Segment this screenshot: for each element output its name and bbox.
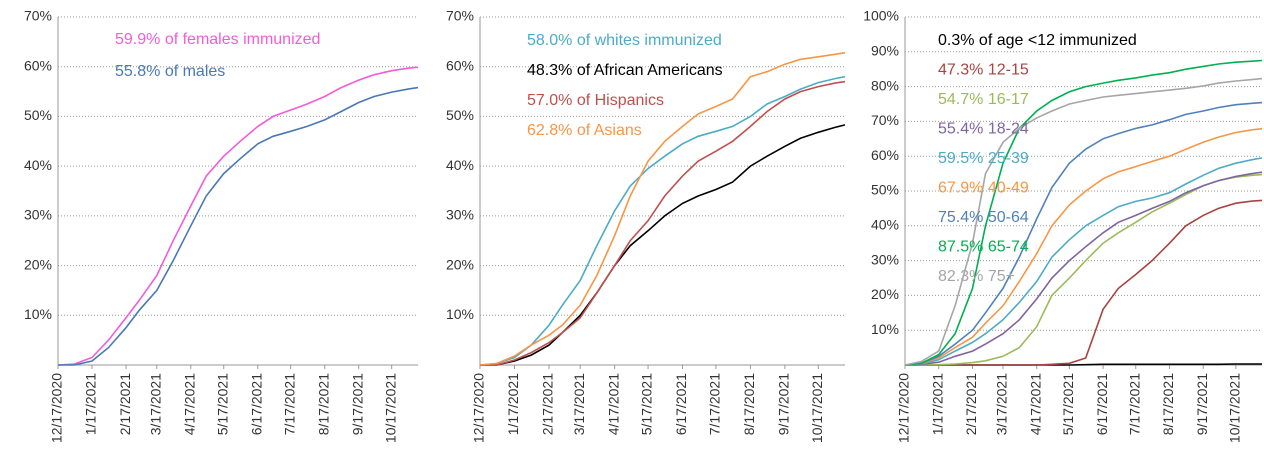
y-tick-label: 50% xyxy=(24,107,52,123)
legend-label: 67.9% 40-49 xyxy=(938,180,1029,197)
y-tick-label: 40% xyxy=(24,157,52,173)
y-tick-label: 70% xyxy=(871,112,899,128)
x-tick-label: 2/17/2021 xyxy=(963,373,979,435)
series-line xyxy=(904,77,1263,366)
x-tick-label: 7/17/2021 xyxy=(281,373,297,435)
x-tick-label: 9/17/2021 xyxy=(349,373,365,435)
x-tick-label: 6/17/2021 xyxy=(673,373,689,435)
y-tick-label: 70% xyxy=(24,8,52,24)
y-tick-label: 20% xyxy=(24,256,52,272)
x-tick-label: 8/17/2021 xyxy=(741,373,757,435)
series-line xyxy=(58,86,419,366)
y-tick-label: 80% xyxy=(871,77,899,93)
y-tick-label: 50% xyxy=(446,107,474,123)
legend-label: 55.8% of males xyxy=(115,63,225,80)
y-tick-label: 10% xyxy=(446,306,474,322)
legend-label: 59.9% of females immunized xyxy=(115,31,320,48)
y-tick-label: 30% xyxy=(871,251,899,267)
x-tick-label: 3/17/2021 xyxy=(994,373,1010,435)
series-line xyxy=(904,127,1263,366)
x-tick-label: 2/17/2021 xyxy=(117,373,133,435)
legend-label: 47.3% 12-15 xyxy=(938,62,1029,79)
y-tick-label: 10% xyxy=(24,306,52,322)
x-tick-label: 9/17/2021 xyxy=(1194,373,1210,435)
y-tick-label: 70% xyxy=(446,8,474,24)
x-tick-label: 5/17/2021 xyxy=(639,373,655,435)
y-tick-label: 20% xyxy=(871,286,899,302)
x-tick-label: 9/17/2021 xyxy=(776,373,792,435)
y-tick-label: 90% xyxy=(871,43,899,59)
series-line xyxy=(904,59,1263,366)
series-line xyxy=(479,52,846,366)
legend-label: 62.8% of Asians xyxy=(527,122,642,139)
y-tick-label: 60% xyxy=(871,147,899,163)
y-tick-label: 20% xyxy=(446,256,474,272)
x-tick-label: 10/17/2021 xyxy=(809,373,825,443)
y-tick-label: 30% xyxy=(446,207,474,223)
y-tick-label: 60% xyxy=(446,57,474,73)
series-line xyxy=(904,101,1263,366)
legend-label: 75.4% 50-64 xyxy=(938,209,1029,226)
x-tick-label: 7/17/2021 xyxy=(1126,373,1142,435)
series-line xyxy=(480,124,846,366)
x-tick-label: 3/17/2021 xyxy=(147,373,163,435)
legend-label: 54.7% 16-17 xyxy=(938,91,1029,108)
y-tick-label: 30% xyxy=(24,207,52,223)
series-line xyxy=(57,66,419,366)
series-line xyxy=(480,80,846,366)
y-tick-label: 10% xyxy=(871,321,899,337)
legend-label: 87.5% 65-74 xyxy=(938,239,1029,256)
series-line xyxy=(904,171,1263,366)
x-tick-label: 10/17/2021 xyxy=(382,373,398,443)
legend-label: 82.3% 75+ xyxy=(938,268,1015,285)
x-tick-label: 6/17/2021 xyxy=(1094,373,1110,435)
x-tick-label: 12/17/2020 xyxy=(49,373,65,443)
y-tick-label: 60% xyxy=(24,57,52,73)
series-line xyxy=(904,157,1263,366)
legend-label: 0.3% of age <12 immunized xyxy=(938,32,1137,49)
x-tick-label: 3/17/2021 xyxy=(571,373,587,435)
x-tick-label: 1/17/2021 xyxy=(505,373,521,435)
x-tick-label: 4/17/2021 xyxy=(605,373,621,435)
y-tick-label: 50% xyxy=(871,182,899,198)
x-tick-label: 6/17/2021 xyxy=(248,373,264,435)
x-tick-label: 7/17/2021 xyxy=(707,373,723,435)
y-tick-label: 40% xyxy=(871,217,899,233)
x-tick-label: 2/17/2021 xyxy=(540,373,556,435)
x-tick-label: 4/17/2021 xyxy=(1027,373,1043,435)
x-tick-label: 8/17/2021 xyxy=(315,373,331,435)
x-tick-label: 12/17/2020 xyxy=(896,373,912,443)
x-tick-label: 10/17/2021 xyxy=(1227,373,1243,443)
x-tick-label: 12/17/2020 xyxy=(471,373,487,443)
x-tick-label: 5/17/2021 xyxy=(214,373,230,435)
legend-label: 48.3% of African Americans xyxy=(527,62,723,79)
x-tick-label: 8/17/2021 xyxy=(1160,373,1176,435)
legend-label: 55.4% 18-24 xyxy=(938,121,1029,138)
series-line xyxy=(479,75,846,366)
x-tick-label: 5/17/2021 xyxy=(1060,373,1076,435)
series-line xyxy=(905,199,1263,366)
y-tick-label: 40% xyxy=(446,157,474,173)
x-tick-label: 4/17/2021 xyxy=(182,373,198,435)
x-tick-label: 1/17/2021 xyxy=(929,373,945,435)
x-tick-label: 1/17/2021 xyxy=(83,373,99,435)
legend-label: 58.0% of whites immunized xyxy=(527,32,722,49)
legend-label: 59.5% 25-39 xyxy=(938,150,1029,167)
legend-label: 57.0% of Hispanics xyxy=(527,92,664,109)
y-tick-label: 100% xyxy=(863,8,899,24)
